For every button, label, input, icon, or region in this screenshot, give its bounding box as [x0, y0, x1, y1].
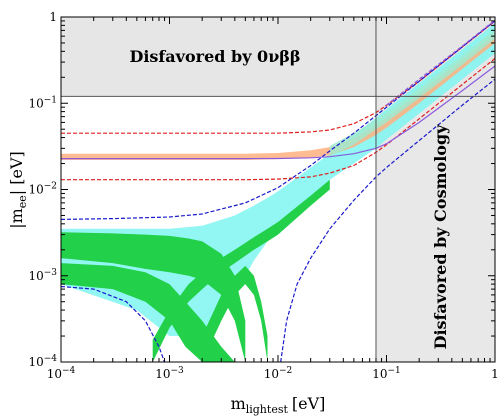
green-band-2: [152, 179, 330, 362]
curve-4: [280, 78, 495, 362]
x-axis-title-unit: [eV]: [292, 394, 326, 413]
allowed-bands: [61, 23, 495, 362]
x-tick-label: 10−4: [47, 366, 76, 381]
x-tick-label: 1: [491, 367, 498, 381]
boundary-curves: [61, 19, 495, 362]
curve-5: [61, 65, 495, 160]
green-band-0: [61, 263, 235, 362]
curve-1: [61, 58, 495, 181]
curve-3: [61, 285, 166, 362]
curve-6: [386, 19, 495, 106]
x-tick-label: 10−2: [264, 366, 293, 381]
y-axis-title-unit: | [eV]: [7, 151, 26, 195]
region-label-0vbb: Disfavored by 0νββ: [129, 47, 300, 66]
y-axis-title-main: |m: [7, 208, 26, 229]
band-2: [329, 29, 495, 157]
x-tick-label: 10−3: [155, 366, 184, 381]
y-tick-label: 10−2: [28, 182, 57, 197]
x-tick-label: 10−1: [372, 366, 401, 381]
y-tick-label: 10−3: [28, 268, 57, 283]
region-label-cosmology: Disfavored by Cosmology: [431, 124, 450, 350]
plot-frame: [60, 16, 496, 363]
green-band-1: [61, 232, 246, 362]
axis-ticks: 10−4 10−3 10−2 10−1 1 10−4 10−3 10−2 10−1 1: [28, 10, 498, 381]
curve-2: [61, 20, 495, 220]
x-axis-title: mlightest [eV]: [231, 394, 326, 416]
y-axis-title-sub: ee: [16, 195, 29, 208]
y-tick-label: 10−1: [28, 95, 57, 110]
y-axis-title: |mee| [eV]: [7, 151, 29, 229]
x-axis-title-main: m: [231, 394, 246, 413]
x-axis-title-sub: lightest: [246, 403, 289, 416]
disfavored-regions: [61, 17, 495, 362]
cut-lines: [61, 17, 495, 362]
green-band-3: [202, 265, 268, 362]
y-tick-label: 10−4: [28, 354, 57, 369]
y-tick-label: 1: [49, 10, 57, 24]
